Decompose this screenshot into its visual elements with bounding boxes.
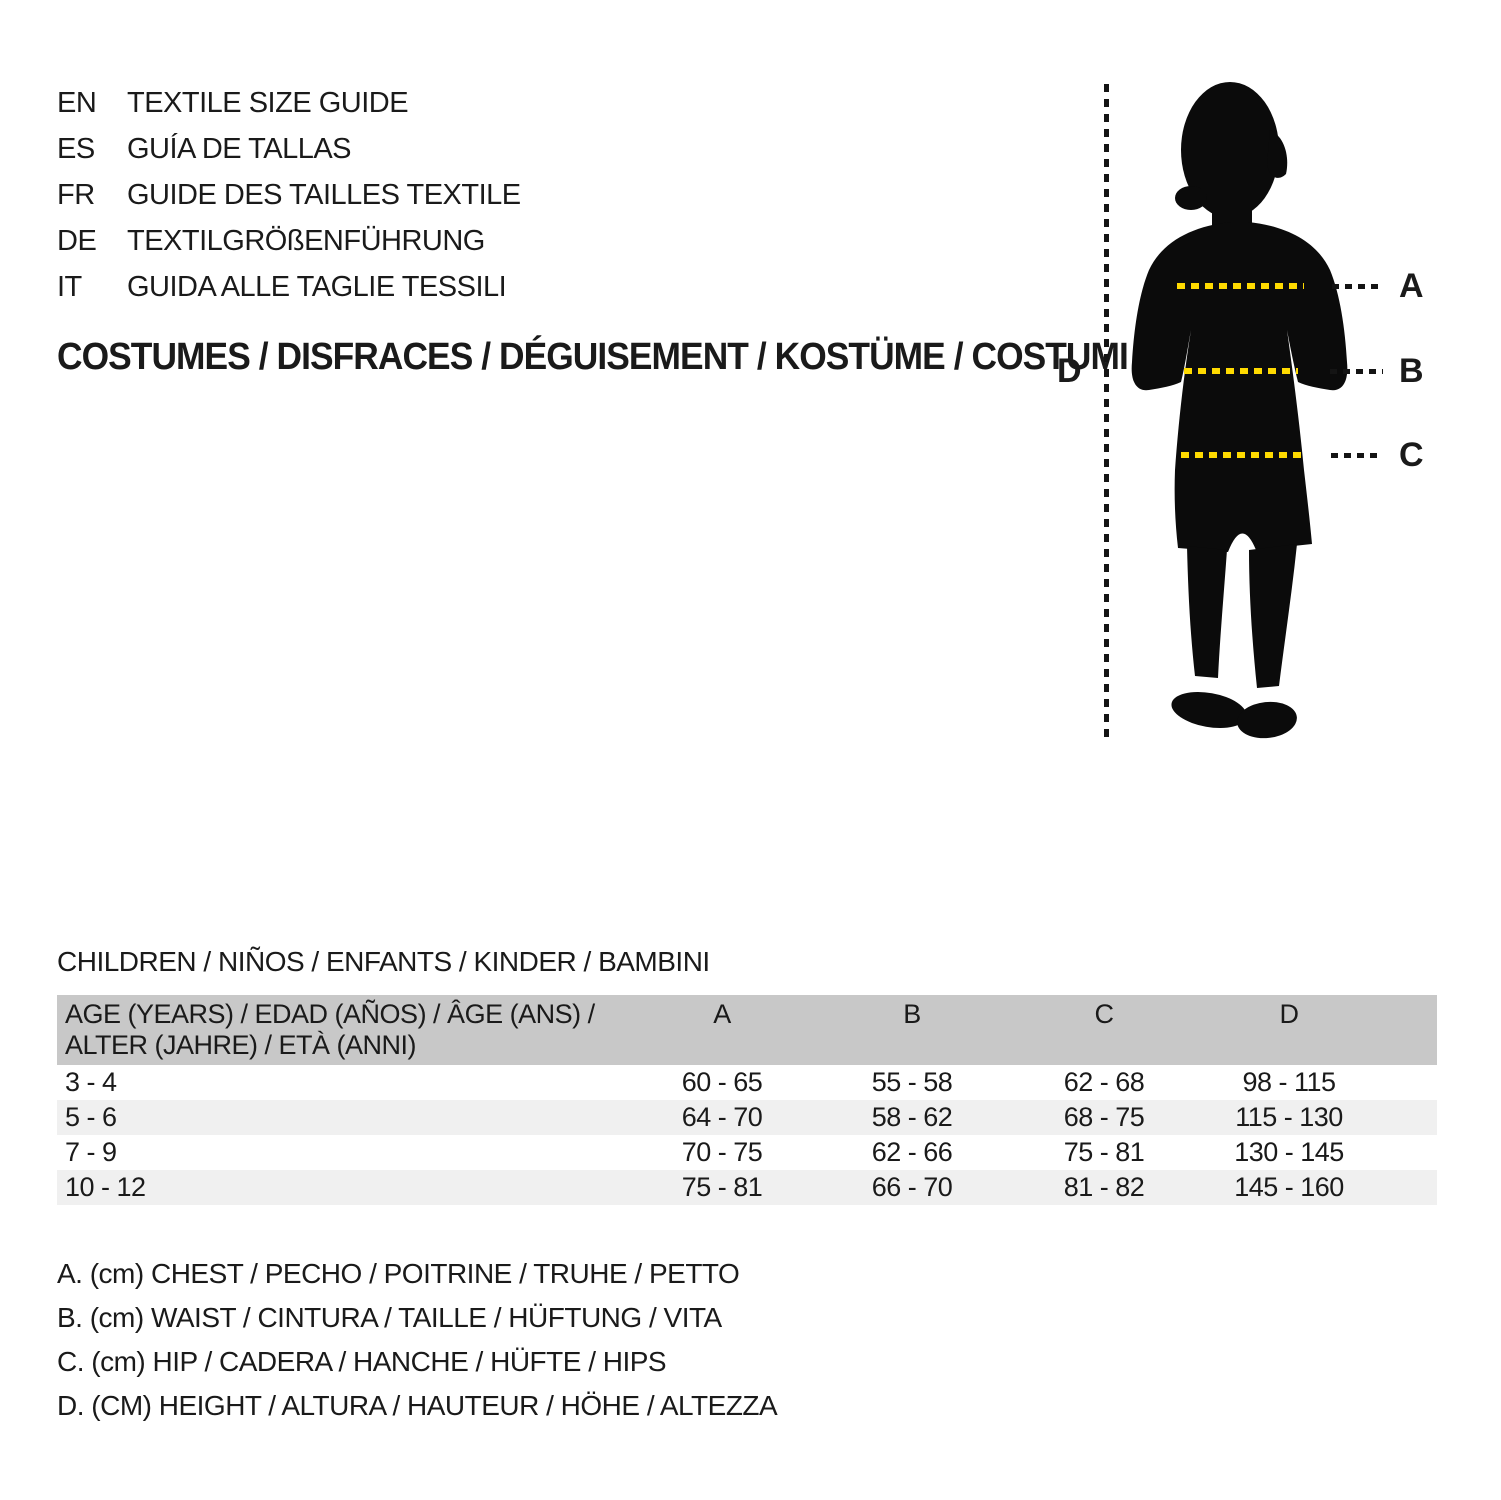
column-header-a: A (713, 999, 731, 1029)
legend-item: B. (cm) WAIST / CINTURA / TAILLE / HÜFTU… (57, 1302, 722, 1333)
measure-label-a: A (1399, 267, 1424, 305)
language-list: EN TEXTILE SIZE GUIDE ES GUÍA DE TALLAS … (57, 80, 521, 310)
table-row: 10 - 12 75 - 81 66 - 70 81 - 82 145 - 16… (57, 1170, 1437, 1205)
age-cell: 7 - 9 (65, 1137, 117, 1167)
height-range-cell: 130 - 145 (1234, 1137, 1344, 1167)
hip-measure-line (1181, 452, 1306, 458)
language-title: TEXTILGRÖßENFÜHRUNG (127, 224, 485, 257)
language-row: EN TEXTILE SIZE GUIDE (57, 80, 521, 126)
language-row: IT GUIDA ALLE TAGLIE TESSILI (57, 264, 521, 310)
measure-label-c: C (1399, 436, 1424, 474)
measure-label-d: D (1057, 352, 1082, 390)
table-row: 7 - 9 70 - 75 62 - 66 75 - 81 130 - 145 (57, 1135, 1437, 1170)
waist-measure-line (1184, 368, 1298, 374)
height-range-cell: 145 - 160 (1234, 1172, 1344, 1202)
column-header-b: B (903, 999, 921, 1029)
age-header-line1: AGE (YEARS) / EDAD (AÑOS) / ÂGE (ANS) / (65, 999, 595, 1029)
hip-range-cell: 62 - 68 (1063, 1067, 1145, 1097)
language-title: TEXTILE SIZE GUIDE (127, 86, 409, 119)
column-header-d: D (1279, 999, 1300, 1029)
language-row: FR GUIDE DES TAILLES TEXTILE (57, 172, 521, 218)
chest-measure-line (1177, 283, 1304, 289)
height-range-cell: 115 - 130 (1235, 1102, 1343, 1132)
section-heading: CHILDREN / NIÑOS / ENFANTS / KINDER / BA… (57, 946, 710, 977)
waist-range-cell: 55 - 58 (871, 1067, 953, 1097)
legend-item: A. (cm) CHEST / PECHO / POITRINE / TRUHE… (57, 1258, 740, 1289)
chest-range-cell: 60 - 65 (681, 1067, 763, 1097)
table-row: 5 - 6 64 - 70 58 - 62 68 - 75 115 - 130 (57, 1100, 1437, 1135)
legend-item: C. (cm) HIP / CADERA / HANCHE / HÜFTE / … (57, 1346, 667, 1377)
waist-connector-line (1330, 369, 1383, 374)
hip-connector-line (1331, 453, 1383, 458)
age-column-header: AGE (YEARS) / EDAD (AÑOS) / ÂGE (ANS) / … (65, 999, 595, 1061)
chest-connector-line (1332, 284, 1384, 289)
column-header-c: C (1094, 999, 1115, 1029)
age-cell: 10 - 12 (65, 1172, 146, 1202)
hip-range-cell: 68 - 75 (1063, 1102, 1145, 1132)
chest-range-cell: 75 - 81 (681, 1172, 763, 1202)
age-cell: 5 - 6 (65, 1102, 117, 1132)
measurement-legend: A. (cm) CHEST / PECHO / POITRINE / TRUHE… (57, 1252, 778, 1428)
hip-range-cell: 75 - 81 (1063, 1137, 1145, 1167)
age-cell: 3 - 4 (65, 1067, 117, 1097)
height-dashed-line (1104, 84, 1109, 744)
legend-item: D. (CM) HEIGHT / ALTURA / HAUTEUR / HÖHE… (57, 1390, 778, 1421)
language-code: IT (57, 270, 82, 303)
language-code: DE (57, 224, 97, 257)
language-code: ES (57, 132, 95, 165)
language-title: GUIDE DES TAILLES TEXTILE (127, 178, 521, 211)
table-header-row: AGE (YEARS) / EDAD (AÑOS) / ÂGE (ANS) / … (57, 995, 1437, 1065)
language-row: DE TEXTILGRÖßENFÜHRUNG (57, 218, 521, 264)
measure-label-b: B (1399, 352, 1424, 390)
language-title: GUÍA DE TALLAS (127, 132, 352, 165)
chest-range-cell: 64 - 70 (681, 1102, 763, 1132)
waist-range-cell: 62 - 66 (871, 1137, 953, 1167)
hip-range-cell: 81 - 82 (1063, 1172, 1145, 1202)
chest-range-cell: 70 - 75 (681, 1137, 763, 1167)
language-code: FR (57, 178, 95, 211)
language-code: EN (57, 86, 97, 119)
language-row: ES GUÍA DE TALLAS (57, 126, 521, 172)
size-table: AGE (YEARS) / EDAD (AÑOS) / ÂGE (ANS) / … (57, 995, 1437, 1205)
child-silhouette-figure (1131, 82, 1348, 739)
category-title: COSTUMES / DISFRACES / DÉGUISEMENT / KOS… (57, 336, 1129, 378)
waist-range-cell: 58 - 62 (871, 1102, 953, 1132)
height-range-cell: 98 - 115 (1242, 1067, 1336, 1097)
table-row: 3 - 4 60 - 65 55 - 58 62 - 68 98 - 115 (57, 1065, 1437, 1100)
age-header-line2: ALTER (JAHRE) / ETÀ (ANNI) (65, 1030, 417, 1060)
language-title: GUIDA ALLE TAGLIE TESSILI (127, 270, 507, 303)
waist-range-cell: 66 - 70 (871, 1172, 953, 1202)
